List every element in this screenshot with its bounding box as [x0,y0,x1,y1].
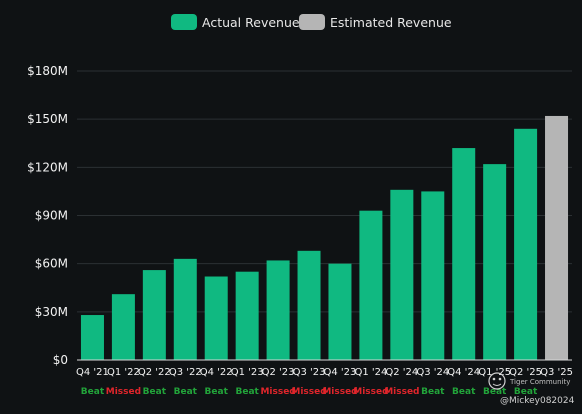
earnings-status-label: Beat [174,387,198,397]
y-tick-label: $0 [53,353,68,367]
bar-estimated [545,115,569,360]
bar-actual [514,128,538,360]
y-tick-label: $90M [35,209,68,223]
legend-label-actual: Actual Revenue [202,15,300,30]
bar-actual [297,250,321,360]
earnings-status-label: Missed [291,387,326,397]
earnings-status-label: Missed [384,387,419,397]
bar-actual [111,294,135,360]
bar-actual [359,210,383,360]
legend: Actual Revenue Estimated Revenue [171,14,452,30]
bar-actual [173,258,197,360]
bar-actual [483,164,507,360]
bar-actual [328,263,352,360]
x-tick-label: Q4 '21 [76,367,109,378]
earnings-status-label: Beat [81,387,105,397]
bar-actual [142,270,166,360]
earnings-status-label: Beat [483,387,507,397]
bar-actual [266,260,290,360]
bar-actual [452,148,476,360]
x-tick-label: Q3 '24 [416,367,449,378]
x-tick-label: Q2 '25 [509,367,542,378]
x-tick-label: Q1 '22 [107,367,140,378]
earnings-status-label: Beat [143,387,167,397]
y-tick-label: $180M [27,64,68,78]
watermark-brand: Tiger Community [509,378,570,386]
bar-actual [390,189,414,360]
y-tick-label: $60M [35,257,68,271]
earnings-status-label: Beat [205,387,229,397]
y-axis-ticks: $0 $30M $60M $90M $120M $150M $180M [27,64,68,367]
x-tick-label: Q1 '23 [231,367,264,378]
earnings-status-label: Missed [322,387,357,397]
earnings-status-label: Beat [514,387,538,397]
y-tick-label: $150M [27,112,68,126]
bar-actual [204,276,228,360]
earnings-status-label: Beat [452,387,476,397]
earnings-status-label: Missed [260,387,295,397]
x-tick-label: Q3 '25 [540,367,573,378]
x-tick-label: Q1 '24 [354,367,387,378]
earnings-status-labels: Beat Missed Beat Beat Beat Beat MissedMissedMi… [81,387,538,397]
bar-actual [421,191,445,360]
y-tick-label: $30M [35,305,68,319]
y-tick-label: $120M [27,160,68,174]
legend-label-estimated: Estimated Revenue [330,15,452,30]
tiger-logo-icon [488,372,506,390]
bar-actual [80,315,104,360]
legend-swatch-estimated [299,14,325,30]
earnings-status-label: Missed [353,387,388,397]
x-tick-label: Q4 '24 [447,367,480,378]
x-tick-label: Q2 '23 [262,367,295,378]
earnings-status-label: Beat [421,387,445,397]
x-tick-label: Q1 '25 [478,367,511,378]
x-tick-label: Q4 '23 [324,367,357,378]
bars [80,115,569,360]
watermark-handle: @Mickey082024 [500,396,575,406]
x-tick-label: Q2 '24 [385,367,418,378]
x-tick-label: Q3 '22 [169,367,202,378]
earnings-status-label: Beat [235,387,259,397]
earnings-status-label: Missed [106,387,141,397]
x-tick-label: Q3 '23 [293,367,326,378]
bar-actual [235,271,259,360]
legend-swatch-actual [171,14,197,30]
x-tick-label: Q4 '22 [200,367,233,378]
x-tick-label: Q2 '22 [138,367,171,378]
watermark: Tiger Community @Mickey082024 [488,372,575,406]
